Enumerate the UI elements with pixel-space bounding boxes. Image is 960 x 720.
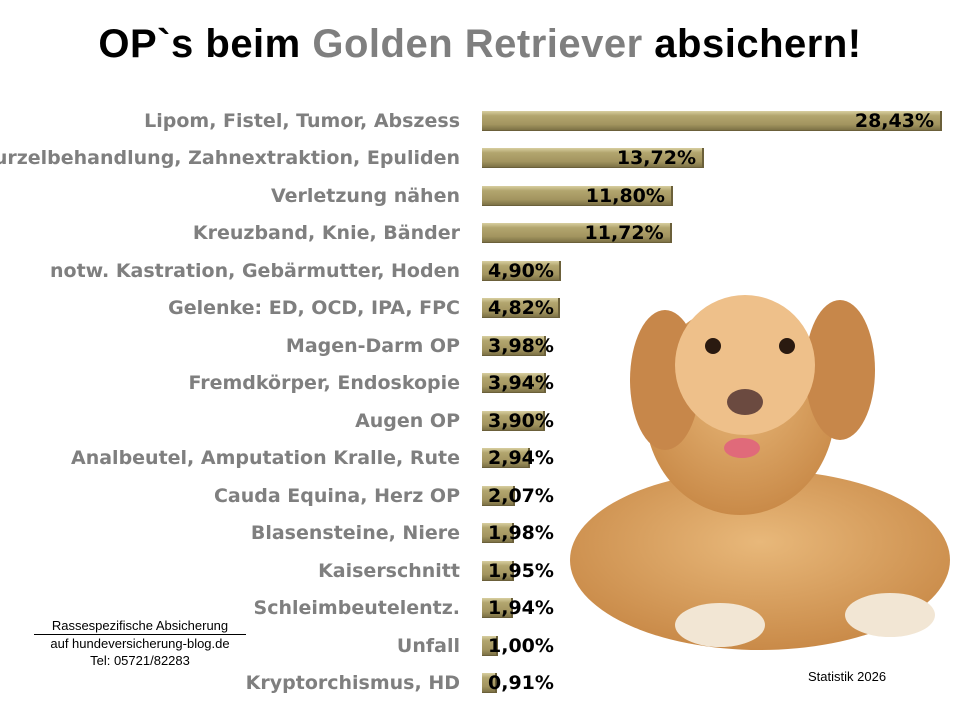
title-highlight: Golden Retriever (312, 22, 643, 66)
category-label: Fremdkörper, Endoskopie (188, 372, 460, 395)
data-label: 4,90% (488, 259, 554, 282)
bar (482, 223, 672, 244)
bar (482, 410, 546, 431)
data-label: 1,98% (488, 522, 554, 545)
category-label: Analbeutel, Amputation Kralle, Rute (71, 447, 460, 470)
title-part: absichern! (642, 22, 862, 66)
data-label: 1,00% (488, 634, 554, 657)
category-label: Magen-Darm OP (285, 334, 460, 357)
category-label: Verletzung nähen (270, 184, 460, 207)
bar (482, 673, 497, 694)
bar (482, 635, 499, 656)
category-label: Kaiserschnitt (318, 559, 460, 582)
data-label: 3,90% (488, 409, 554, 432)
bar (482, 373, 546, 394)
bar (482, 560, 514, 581)
bar (482, 335, 547, 356)
bar (482, 448, 530, 469)
title-part: OP`s beim (98, 22, 313, 66)
note-line: Rassespezifische Absicherung (34, 617, 246, 635)
bar (482, 111, 942, 131)
contact-note: Rassespezifische Absicherung auf hundeve… (34, 617, 246, 669)
bar (482, 148, 704, 169)
category-label: Unfall (396, 634, 460, 657)
bar (482, 523, 515, 544)
data-label: 1,94% (488, 597, 554, 620)
category-label: Kreuzband, Knie, Bänder (192, 222, 460, 245)
bar (482, 598, 514, 619)
data-label: 28,43% (854, 110, 934, 132)
category-label: Kryptorchismus, HD (245, 672, 460, 695)
data-label: 2,07% (488, 484, 554, 507)
category-label: Wurzelbehandlung, Zahnextraktion, Epulid… (0, 147, 460, 170)
data-label: 4,82% (488, 297, 554, 320)
chart-title: OP`s beim Golden Retriever absichern! (0, 22, 960, 67)
category-label: Gelenke: ED, OCD, IPA, FPC (168, 297, 460, 320)
bar (482, 485, 516, 506)
data-label: 1,95% (488, 559, 554, 582)
category-label: Schleimbeutelentz. (253, 597, 460, 620)
footer-statistik: Statistik 2026 (808, 669, 887, 684)
data-label: 13,72% (616, 147, 696, 170)
data-label: 3,98% (488, 334, 554, 357)
bar (482, 185, 673, 206)
data-label: 3,94% (488, 372, 554, 395)
category-label: Cauda Equina, Herz OP (213, 484, 460, 507)
category-label: notw. Kastration, Gebärmutter, Hoden (50, 259, 460, 282)
data-label: 11,72% (584, 222, 664, 245)
category-label: Augen OP (355, 409, 460, 432)
data-label: 0,91% (488, 672, 554, 695)
bar (482, 298, 560, 319)
data-label: 11,80% (585, 184, 665, 207)
data-label: 2,94% (488, 447, 554, 470)
note-line: Tel: 05721/82283 (90, 653, 190, 668)
category-label: Lipom, Fistel, Tumor, Abszess (144, 110, 460, 132)
category-label: Blasensteine, Niere (250, 522, 460, 545)
bar (482, 260, 562, 281)
note-line: auf hundeversicherung-blog.de (50, 636, 230, 651)
golden-retriever-image (570, 295, 950, 650)
